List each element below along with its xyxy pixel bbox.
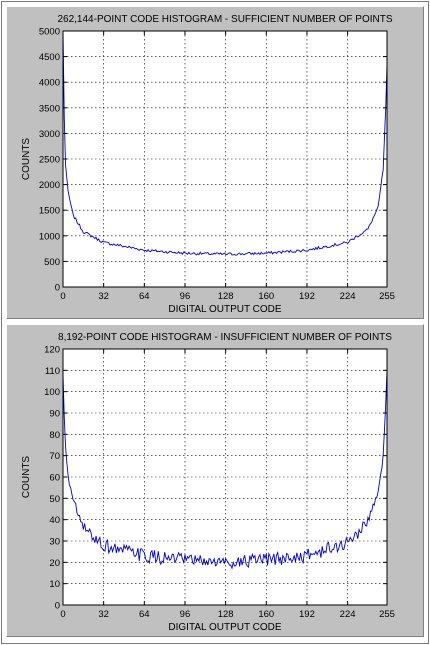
histogram-series-line	[62, 30, 388, 256]
y-tick-label: 30	[49, 537, 60, 548]
y-tick-label: 110	[45, 366, 60, 377]
y-axis-label: COUNTS	[21, 456, 32, 499]
x-tick-label: 224	[340, 609, 356, 620]
y-tick-label: 2000	[39, 180, 60, 191]
x-tick-label: 96	[180, 609, 191, 620]
histogram-panel-sufficient: 262,144-POINT CODE HISTOGRAM - SUFFICIEN…	[6, 6, 424, 319]
y-tick-label: 100	[44, 387, 60, 398]
x-tick-label: 0	[60, 609, 65, 620]
histogram-panel-insufficient: 8,192-POINT CODE HISTOGRAM - INSUFFICIEN…	[6, 324, 424, 637]
x-tick-label: 192	[299, 609, 315, 620]
y-tick-label: 5000	[39, 27, 60, 38]
y-tick-label: 120	[44, 345, 60, 356]
x-tick-label: 0	[60, 291, 65, 302]
x-tick-label: 160	[258, 609, 274, 620]
chart-title: 8,192-POINT CODE HISTOGRAM - INSUFFICIEN…	[58, 332, 392, 343]
y-tick-label: 0	[55, 283, 60, 294]
y-tick-label: 60	[49, 473, 60, 484]
y-tick-label: 70	[49, 451, 60, 462]
histogram-chart-sufficient: 262,144-POINT CODE HISTOGRAM - SUFFICIEN…	[21, 14, 395, 315]
y-tick-label: 4500	[39, 52, 60, 63]
x-tick-label: 255	[379, 609, 395, 620]
y-tick-label: 10	[49, 579, 60, 590]
y-tick-label: 90	[49, 409, 60, 420]
y-tick-label: 500	[44, 257, 60, 268]
x-tick-label: 224	[340, 291, 356, 302]
x-tick-label: 64	[139, 291, 150, 302]
y-tick-label: 0	[55, 601, 60, 612]
y-tick-label: 20	[49, 558, 60, 569]
x-tick-label: 32	[98, 291, 109, 302]
grid	[63, 349, 387, 605]
histogram-series-line	[62, 370, 388, 570]
x-axis-label: DIGITAL OUTPUT CODE	[168, 622, 281, 633]
x-tick-label: 192	[299, 291, 315, 302]
histogram-chart-insufficient: 8,192-POINT CODE HISTOGRAM - INSUFFICIEN…	[21, 332, 395, 633]
y-axis-label: COUNTS	[21, 138, 32, 181]
x-tick-label: 255	[379, 291, 395, 302]
grid	[63, 31, 387, 287]
y-tick-label: 1000	[39, 231, 60, 242]
x-tick-label: 32	[98, 609, 109, 620]
chart-title: 262,144-POINT CODE HISTOGRAM - SUFFICIEN…	[57, 14, 392, 25]
y-tick-label: 1500	[39, 206, 60, 217]
x-axis-label: DIGITAL OUTPUT CODE	[168, 304, 281, 315]
x-tick-label: 128	[218, 291, 234, 302]
x-tick-label: 64	[139, 609, 150, 620]
y-tick-label: 4000	[39, 78, 60, 89]
y-tick-label: 40	[49, 515, 60, 526]
x-tick-label: 128	[218, 609, 234, 620]
y-tick-label: 80	[49, 430, 60, 441]
y-tick-label: 50	[49, 494, 60, 505]
y-tick-label: 3500	[39, 103, 60, 114]
x-tick-label: 160	[258, 291, 274, 302]
y-tick-label: 3000	[39, 129, 60, 140]
y-tick-label: 2500	[39, 155, 60, 166]
x-tick-label: 96	[180, 291, 191, 302]
